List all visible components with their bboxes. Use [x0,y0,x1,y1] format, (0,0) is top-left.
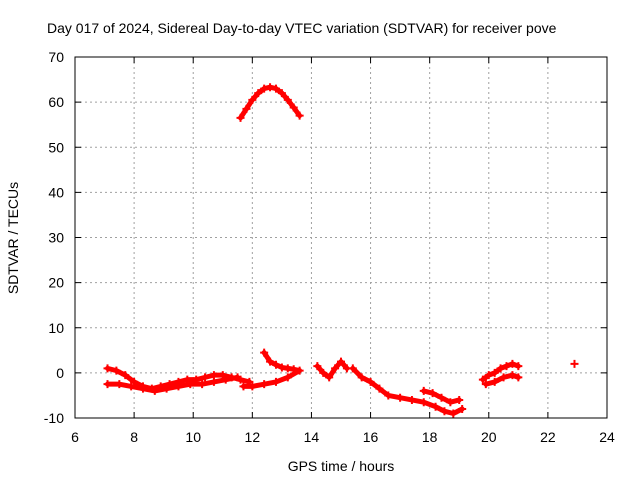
point-trail [480,361,521,383]
x-axis-label: GPS time / hours [288,458,395,474]
x-tick-label: 12 [245,429,261,445]
chart-title: Day 017 of 2024, Sidereal Day-to-day VTE… [47,20,557,36]
series-band-b [103,373,242,395]
series-descend [348,364,467,418]
y-tick-label: 10 [48,320,64,336]
y-tick-label: 50 [48,139,64,155]
series-descend-b [419,386,464,407]
point-trail [314,359,350,380]
point-trail [240,350,303,389]
x-tick-label: 10 [185,429,201,445]
point-trail [421,388,462,405]
point-trail [483,372,521,387]
data-points [103,83,579,418]
y-tick-label: -10 [44,410,64,426]
series-arc-high [236,83,304,122]
y-axis-label: SDTVAR / TECUs [5,182,21,294]
x-tick-label: 18 [422,429,438,445]
x-tick-label: 20 [481,429,497,445]
x-tick-label: 22 [540,429,556,445]
x-tick-label: 14 [304,429,320,445]
series-isolated [570,359,579,368]
y-tick-label: 0 [56,365,64,381]
point-trail [105,374,241,394]
data-point [570,359,579,368]
point-trail [238,84,303,121]
plot-frame [74,56,608,419]
y-tick-label: 40 [48,184,64,200]
x-tick-label: 16 [363,429,379,445]
x-tick-label: 24 [599,429,615,445]
x-tick-label: 6 [71,429,79,445]
axis-ticks: 6 8 10 12 14 16 18 20 22 24 -10 0 10 20 30 40 50 60 70 [44,49,615,445]
grid [75,57,607,418]
series-late [478,359,523,384]
y-tick-label: 60 [48,94,64,110]
y-tick-label: 70 [48,49,64,65]
point-trail [350,365,465,416]
series-mid [313,357,351,382]
series-late-b [481,371,523,389]
y-tick-label: 30 [48,230,64,246]
y-tick-label: 20 [48,275,64,291]
series-band-c [239,348,304,391]
x-tick-label: 8 [130,429,138,445]
